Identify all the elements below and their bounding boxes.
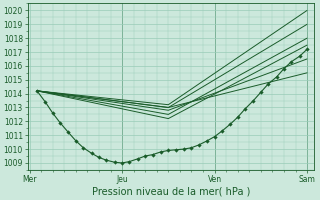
X-axis label: Pression niveau de la mer( hPa ): Pression niveau de la mer( hPa ): [92, 187, 250, 197]
